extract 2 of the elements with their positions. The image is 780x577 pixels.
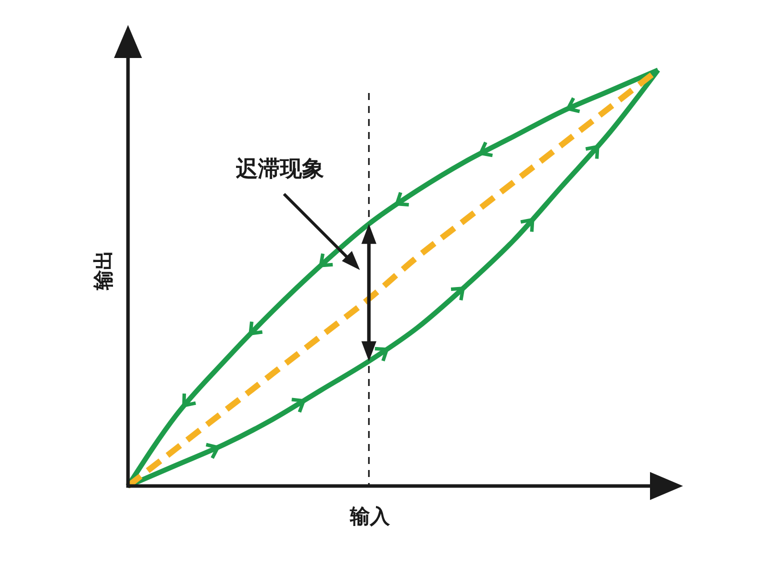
x-axis-title: 输入 (349, 504, 391, 528)
y-axis-title: 输出 (91, 250, 115, 291)
